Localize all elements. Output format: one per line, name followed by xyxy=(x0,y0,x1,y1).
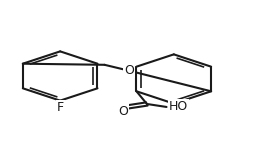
Text: O: O xyxy=(119,105,128,118)
Text: F: F xyxy=(56,101,64,114)
Text: O: O xyxy=(124,64,134,77)
Text: HO: HO xyxy=(169,100,188,113)
